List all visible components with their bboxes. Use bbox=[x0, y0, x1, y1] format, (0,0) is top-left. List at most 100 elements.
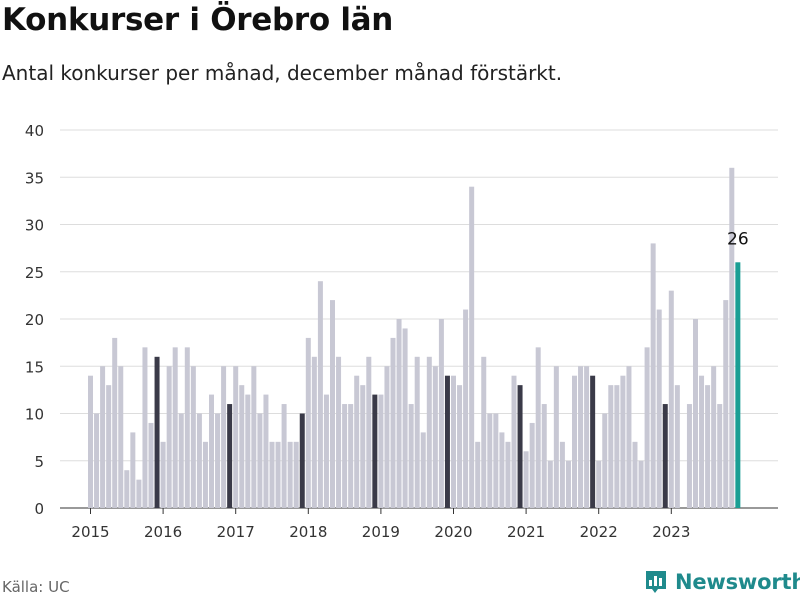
bar bbox=[184, 347, 190, 508]
bar bbox=[674, 385, 680, 508]
bar bbox=[311, 356, 317, 508]
bar bbox=[112, 337, 118, 508]
bar bbox=[584, 366, 590, 508]
bar bbox=[384, 366, 390, 508]
bar bbox=[529, 422, 535, 508]
bar bbox=[614, 385, 620, 508]
bar bbox=[323, 394, 329, 508]
bar bbox=[469, 186, 475, 508]
bar bbox=[263, 394, 269, 508]
y-tick-label: 30 bbox=[25, 217, 44, 235]
bar bbox=[378, 394, 384, 508]
bar bbox=[239, 385, 245, 508]
bar bbox=[287, 441, 293, 508]
bar bbox=[251, 366, 257, 508]
bar bbox=[317, 281, 323, 508]
bar bbox=[336, 356, 342, 508]
bar bbox=[541, 404, 547, 508]
bar bbox=[402, 328, 408, 508]
bar bbox=[148, 422, 154, 508]
bar bbox=[457, 385, 463, 508]
bar bbox=[366, 356, 372, 508]
bar bbox=[408, 404, 414, 508]
december-bar bbox=[227, 404, 233, 508]
bar bbox=[245, 394, 251, 508]
bar bbox=[330, 300, 335, 508]
bar bbox=[438, 319, 444, 508]
bar bbox=[348, 404, 354, 508]
bar bbox=[475, 441, 481, 508]
bar bbox=[275, 441, 281, 508]
bar bbox=[693, 319, 698, 508]
bar bbox=[487, 413, 493, 508]
y-tick-label: 35 bbox=[25, 169, 44, 187]
bar bbox=[106, 385, 112, 508]
bar bbox=[717, 404, 723, 508]
bar bbox=[705, 385, 711, 508]
december-bar bbox=[154, 356, 160, 508]
bar bbox=[463, 309, 469, 508]
bar bbox=[729, 167, 735, 509]
x-tick-label: 2020 bbox=[434, 523, 472, 541]
x-tick-label: 2022 bbox=[580, 523, 618, 541]
y-tick-label: 20 bbox=[25, 311, 44, 329]
bar bbox=[360, 385, 366, 508]
december-bar bbox=[372, 394, 378, 508]
bar bbox=[608, 385, 614, 508]
bar bbox=[269, 441, 275, 508]
bar bbox=[565, 460, 571, 508]
bar bbox=[699, 375, 705, 508]
december-bar bbox=[444, 375, 450, 508]
source-note: Källa: UC bbox=[2, 578, 70, 596]
y-tick-label: 15 bbox=[25, 358, 44, 376]
bar bbox=[505, 441, 511, 508]
y-tick-label: 25 bbox=[25, 264, 44, 282]
bar bbox=[172, 347, 178, 508]
bar bbox=[559, 441, 565, 508]
bar bbox=[493, 413, 499, 508]
x-tick-label: 2019 bbox=[362, 523, 400, 541]
bar bbox=[293, 441, 299, 508]
bar bbox=[432, 366, 438, 508]
x-tick-label: 2021 bbox=[507, 523, 545, 541]
bar bbox=[257, 413, 263, 508]
bar bbox=[215, 413, 221, 508]
bar bbox=[499, 432, 505, 508]
brand-name: Newsworthy bbox=[675, 570, 800, 594]
bar bbox=[626, 366, 632, 508]
bar bbox=[620, 375, 626, 508]
chart-title: Konkurser i Örebro län bbox=[2, 2, 394, 38]
bar bbox=[535, 347, 541, 508]
bar bbox=[481, 356, 487, 508]
bar bbox=[160, 441, 166, 508]
december-bar bbox=[590, 375, 596, 508]
bar bbox=[209, 394, 214, 508]
bar bbox=[572, 375, 577, 508]
bar bbox=[638, 460, 644, 508]
bar bbox=[396, 319, 402, 508]
december-bar bbox=[299, 413, 305, 508]
bar bbox=[390, 337, 396, 508]
bar bbox=[420, 432, 426, 508]
bar bbox=[414, 356, 420, 508]
bar bbox=[142, 347, 148, 508]
brand-logo[interactable]: Newsworthy bbox=[644, 569, 800, 595]
bar bbox=[553, 366, 559, 508]
bar bbox=[650, 243, 656, 508]
bar bbox=[88, 375, 93, 508]
x-tick-label: 2015 bbox=[71, 523, 109, 541]
bar bbox=[166, 366, 172, 508]
x-tick-label: 2016 bbox=[144, 523, 182, 541]
bar bbox=[233, 366, 239, 508]
bar bbox=[632, 441, 638, 508]
y-tick-label: 0 bbox=[34, 500, 44, 518]
bar bbox=[118, 366, 124, 508]
bar-chart: 0 5 10 15 20 25 30 35 40 2015 2016 2017 2018 2019 2020… bbox=[25, 122, 778, 541]
bar bbox=[190, 366, 196, 508]
bar bbox=[644, 347, 650, 508]
bar bbox=[602, 413, 608, 508]
y-tick-label: 5 bbox=[34, 453, 44, 471]
bar bbox=[281, 404, 287, 508]
bar bbox=[94, 413, 100, 508]
december-bar bbox=[662, 404, 668, 508]
